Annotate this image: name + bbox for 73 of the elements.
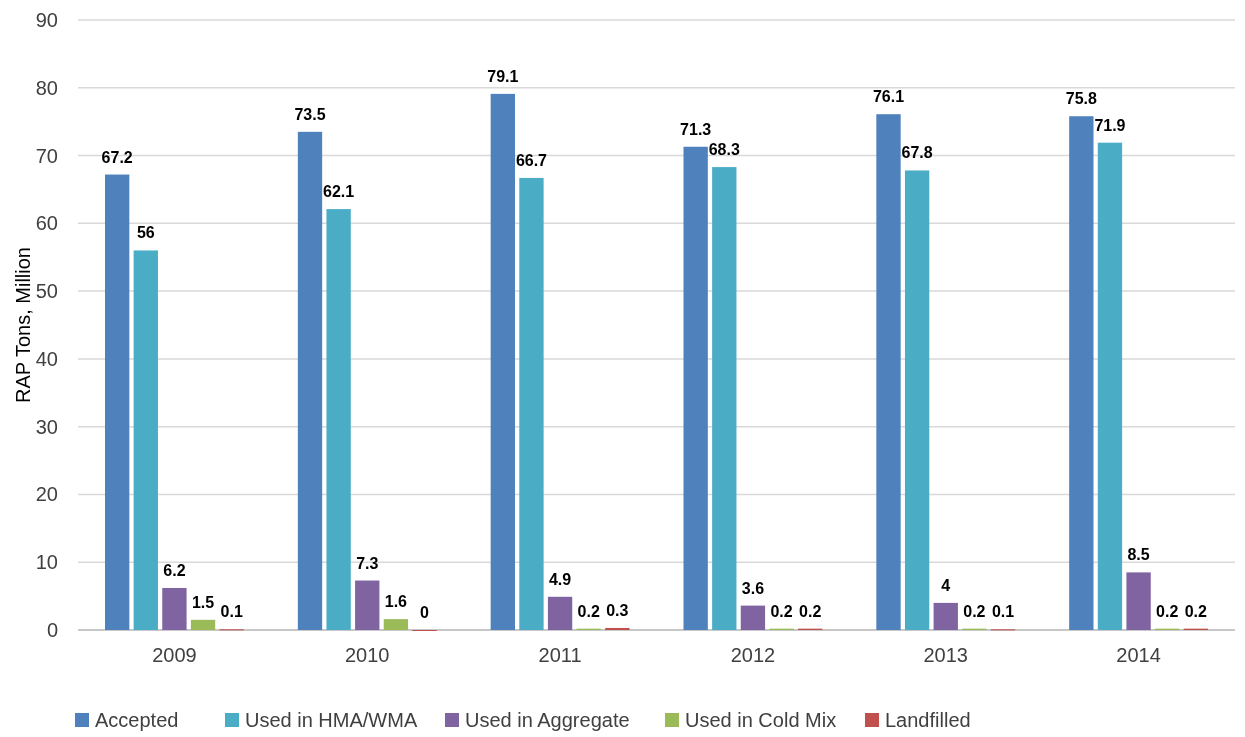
x-tick-label: 2012 [730, 644, 776, 666]
data-label: 73.5 [294, 105, 326, 123]
data-label: 1.6 [384, 593, 408, 611]
bar [904, 170, 930, 630]
data-label: 79.1 [487, 67, 519, 85]
data-label: 0.2 [770, 602, 793, 620]
data-label: 68.3 [708, 141, 740, 159]
y-tick-label: 90 [35, 9, 58, 31]
bar [519, 177, 544, 630]
data-label: 0 [420, 604, 430, 621]
bar [605, 627, 630, 630]
bar [683, 146, 708, 630]
data-label: 4 [941, 576, 951, 594]
data-label: 4.9 [548, 570, 572, 588]
bar [1069, 116, 1094, 630]
data-label: 8.5 [1127, 546, 1150, 564]
data-label: 0.2 [577, 602, 600, 620]
data-label: 71.9 [1094, 116, 1126, 134]
bar [190, 619, 216, 630]
legend-label: Accepted [95, 709, 179, 731]
legend-label: Used in HMA/WMA [245, 709, 418, 731]
y-tick-label: 10 [35, 551, 58, 574]
y-tick-label: 50 [35, 280, 58, 303]
data-label: 1.5 [191, 593, 215, 611]
x-tick-label: 2009 [152, 644, 197, 666]
data-label: 0.1 [991, 603, 1015, 621]
bar [490, 93, 515, 630]
bar [547, 596, 573, 630]
bar [383, 619, 409, 630]
data-label: 0.3 [606, 601, 629, 619]
y-axis-title: RAP Tons, Million [12, 247, 34, 403]
bar [133, 250, 158, 630]
bar [712, 167, 737, 630]
legend-label: Used in Aggregate [465, 709, 630, 731]
legend-label: Used in Cold Mix [685, 709, 837, 731]
data-label: 67.2 [101, 148, 133, 166]
data-label: 0.1 [220, 603, 243, 621]
y-tick-label: 30 [35, 415, 58, 438]
data-label: 62.1 [323, 183, 355, 201]
y-tick-label: 60 [35, 212, 58, 235]
x-tick-label: 2014 [1116, 644, 1161, 666]
data-label: 6.2 [163, 561, 186, 579]
y-tick-label: 20 [35, 483, 58, 506]
y-tick-label: 80 [35, 76, 58, 99]
data-label: 0.2 [963, 602, 986, 620]
data-label: 67.8 [901, 144, 933, 162]
bar [1097, 142, 1123, 630]
y-tick-label: 40 [35, 347, 58, 370]
data-label: 0.2 [799, 602, 822, 620]
y-tick-label: 0 [46, 619, 58, 641]
data-label: 0.2 [1156, 602, 1179, 620]
y-tick-label: 70 [35, 144, 58, 167]
bar [1126, 572, 1151, 630]
bar [933, 602, 958, 630]
bar [105, 174, 130, 630]
bar [355, 580, 380, 630]
data-label: 7.3 [356, 554, 379, 572]
bar [876, 114, 901, 630]
bar [162, 587, 187, 630]
x-tick-label: 2013 [923, 644, 968, 666]
data-label: 56 [136, 224, 155, 242]
x-tick-label: 2011 [538, 644, 582, 666]
data-label: 3.6 [741, 579, 765, 597]
data-label: 66.7 [515, 151, 548, 169]
bar [740, 605, 766, 630]
data-label: 76.1 [872, 88, 905, 106]
x-tick-label: 2010 [345, 644, 390, 666]
data-label: 71.3 [680, 120, 712, 138]
data-label: 75.8 [1065, 90, 1097, 108]
data-label: 0.2 [1184, 602, 1208, 620]
legend-label: Landfilled [885, 709, 971, 731]
bar [297, 131, 323, 630]
bar [326, 209, 351, 630]
